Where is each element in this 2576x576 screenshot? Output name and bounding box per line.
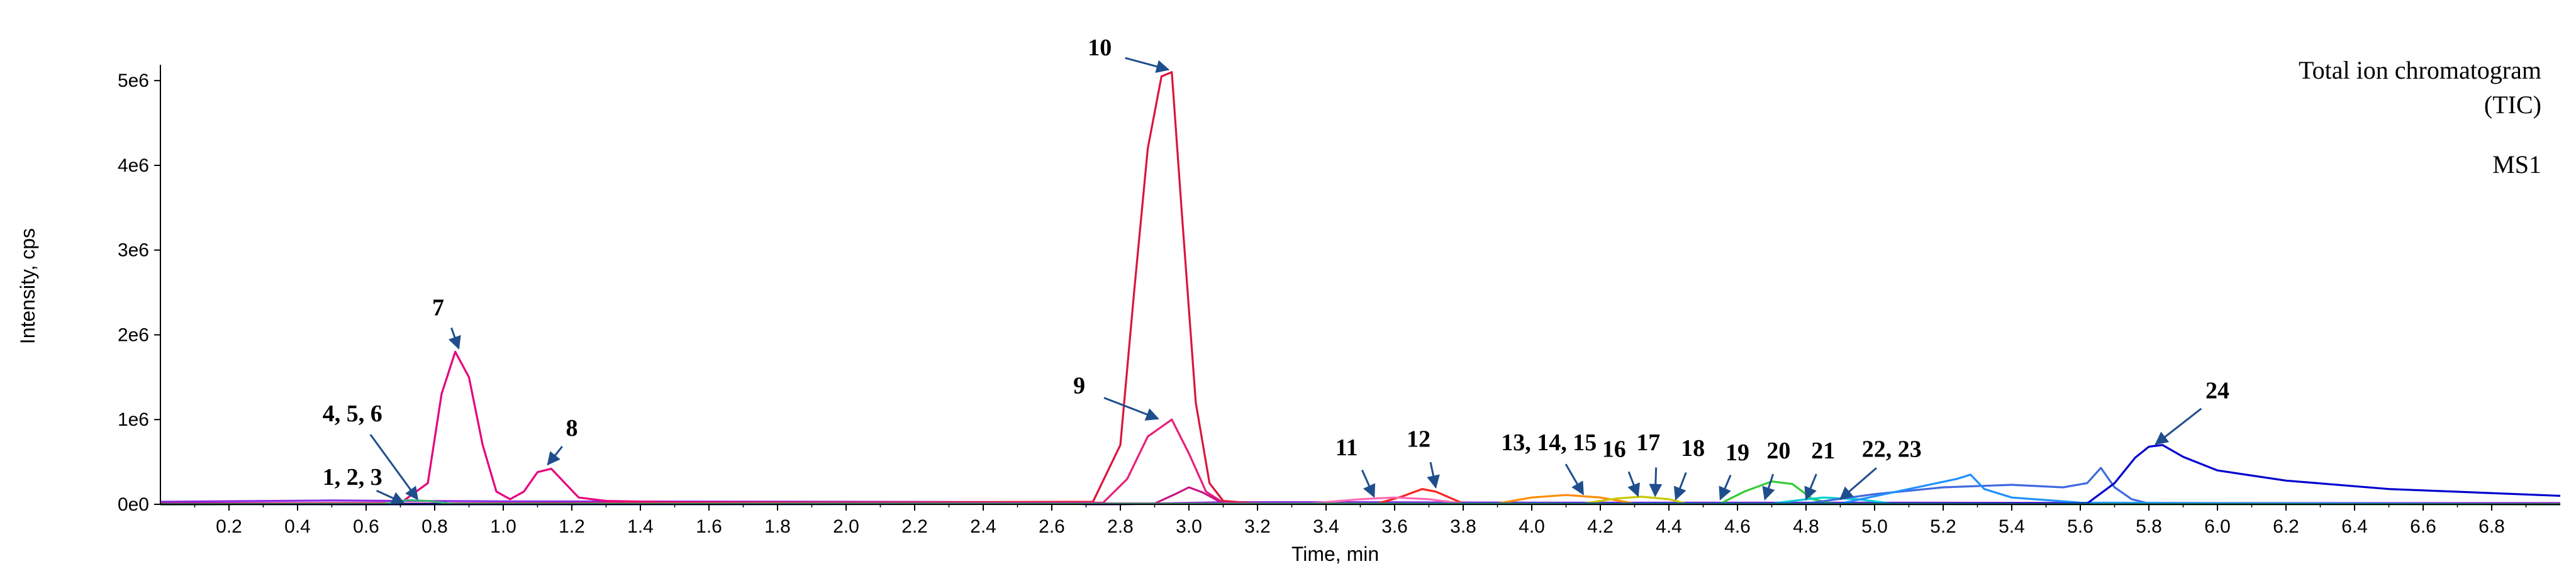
x-tick-label: 5.8 — [2136, 516, 2162, 537]
x-tick-label: 3.6 — [1381, 516, 1408, 537]
x-tick-label: 6.0 — [2204, 516, 2231, 537]
peak-label: 24 — [2205, 378, 2229, 404]
peak-label: 9 — [1073, 372, 1085, 399]
notes-layer: Total ion chromatogram (TIC) MS1 — [2299, 56, 2541, 179]
peak-arrow — [1361, 469, 1376, 498]
series-trace-2 — [160, 350, 2560, 505]
peak-arrow — [2155, 407, 2202, 445]
peak-label: 21 — [1811, 438, 1835, 464]
peak-label: 4, 5, 6 — [323, 401, 382, 427]
x-tick-label: 1.0 — [490, 516, 516, 537]
peak-label: 1, 2, 3 — [323, 464, 382, 490]
x-tick-label: 2.4 — [970, 516, 996, 537]
series-layer — [160, 71, 2561, 506]
peak-arrow — [1564, 463, 1585, 496]
peak-label: 10 — [1088, 35, 1112, 61]
x-tick-label: 2.2 — [901, 516, 928, 537]
x-tick-label: 0.6 — [353, 516, 379, 537]
peak-arrow — [1804, 474, 1817, 501]
y-tick-label: 1e6 — [118, 409, 149, 430]
chart-note: Total ion chromatogram — [2299, 56, 2541, 84]
peak-label: 18 — [1681, 435, 1705, 462]
x-tick-label: 2.6 — [1039, 516, 1065, 537]
annotation-layer: 1, 2, 3 4, 5, 6 7 8 9 10 11 12 13, 14, 15 16 17 18 1… — [323, 35, 2229, 504]
series-trace-12 — [160, 467, 2561, 506]
x-tick-label: 3.2 — [1244, 516, 1271, 537]
peak-label: 22, 23 — [1862, 436, 1922, 463]
x-tick-label: 5.0 — [1861, 516, 1888, 537]
x-tick-label: 4.2 — [1587, 516, 1614, 537]
peak-label: 8 — [566, 415, 578, 441]
x-tick-label: 5.2 — [1930, 516, 1956, 537]
y-tick-label: 0e0 — [118, 494, 149, 515]
peak-arrow — [1719, 474, 1732, 501]
peak-arrow — [1839, 467, 1877, 501]
x-tick-label: 2.8 — [1107, 516, 1134, 537]
y-tick-label: 2e6 — [118, 324, 149, 345]
x-tick-label: 3.4 — [1313, 516, 1339, 537]
x-tick-label: 4.8 — [1793, 516, 1819, 537]
peak-arrow — [448, 327, 461, 350]
x-tick-label: 4.4 — [1656, 516, 1682, 537]
peak-arrow — [1762, 474, 1775, 501]
x-tick-label: 0.2 — [216, 516, 242, 537]
peak-label: 20 — [1766, 438, 1790, 464]
x-axis-title: Time, min — [1291, 543, 1379, 565]
y-tick-label: 5e6 — [118, 70, 149, 91]
x-tick-label: 1.2 — [559, 516, 585, 537]
peak-arrow — [1427, 462, 1440, 489]
x-tick-label: 3.8 — [1450, 516, 1476, 537]
y-tick-label: 4e6 — [118, 155, 149, 176]
peak-arrow — [1103, 397, 1159, 421]
x-tick-label: 5.4 — [1999, 516, 2025, 537]
y-tick-label: 3e6 — [118, 240, 149, 261]
peak-arrow — [1673, 472, 1687, 501]
y-axis-title: Intensity, cps — [16, 228, 39, 344]
peak-arrow — [1627, 471, 1640, 497]
x-tick-label: 6.2 — [2273, 516, 2299, 537]
peak-arrow — [376, 489, 405, 504]
x-tick-label: 2.0 — [833, 516, 859, 537]
x-tick-label: 6.8 — [2478, 516, 2505, 537]
peak-arrow — [547, 446, 563, 466]
x-tick-label: 6.6 — [2410, 516, 2436, 537]
peak-label: 16 — [1602, 436, 1626, 463]
series-trace-3 — [160, 71, 2561, 506]
x-tick-label: 0.8 — [421, 516, 448, 537]
peak-label: 7 — [432, 294, 444, 321]
chart-note: MS1 — [2492, 150, 2541, 179]
x-tick-label: 3.0 — [1176, 516, 1202, 537]
chart-note: (TIC) — [2484, 91, 2541, 119]
peak-label: 11 — [1335, 435, 1358, 461]
series-trace-14 — [160, 444, 2561, 506]
peak-label: 19 — [1726, 440, 1749, 466]
peak-label: 13, 14, 15 — [1501, 429, 1597, 456]
peak-arrow — [369, 434, 418, 501]
x-tick-label: 0.4 — [284, 516, 311, 537]
x-tick-label: 5.6 — [2067, 516, 2094, 537]
peak-label: 17 — [1636, 429, 1660, 456]
x-tick-label: 4.6 — [1724, 516, 1751, 537]
peak-arrow — [1649, 467, 1663, 497]
x-tick-label: 1.4 — [627, 516, 654, 537]
x-tick-label: 1.8 — [764, 516, 791, 537]
series-trace-4 — [160, 418, 2561, 506]
x-tick-label: 4.0 — [1519, 516, 1545, 537]
peak-arrow — [1125, 57, 1170, 73]
peak-label: 12 — [1407, 426, 1430, 452]
axis-layer: 0.2 0.4 0.6 0.8 1.0 1.2 1.4 1.6 1.8 2.0 2.2 2.4 2.6 2… — [16, 65, 2560, 565]
x-tick-label: 6.4 — [2341, 516, 2368, 537]
series-trace-13 — [160, 474, 2561, 506]
x-tick-label: 1.6 — [696, 516, 722, 537]
